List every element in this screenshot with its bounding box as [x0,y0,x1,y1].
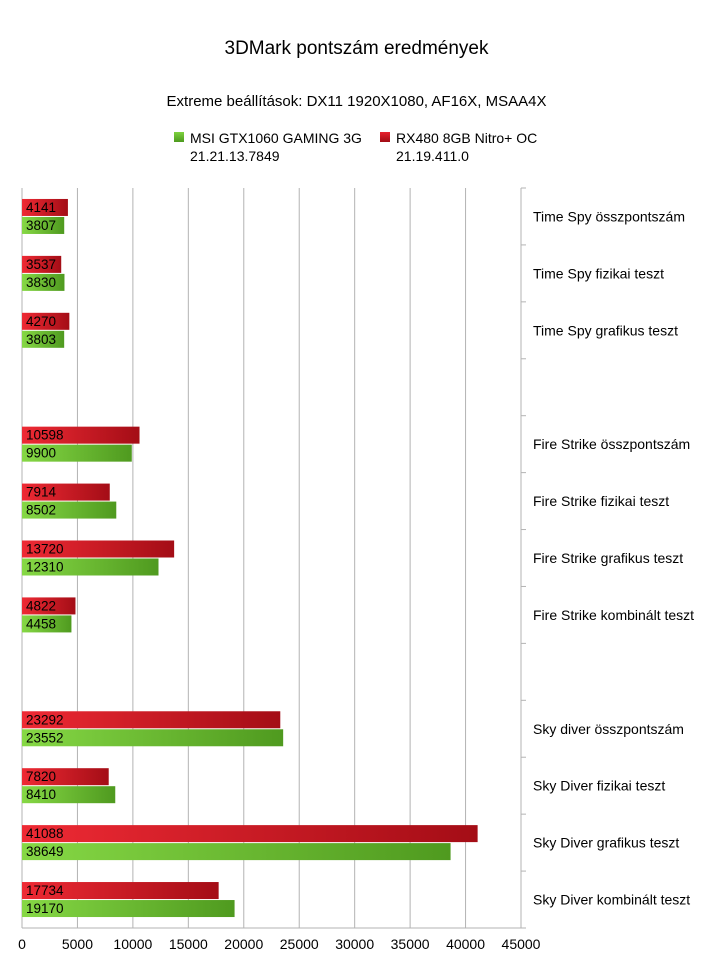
category-label: Time Spy fizikai teszt [533,265,664,281]
data-label: 41088 [26,826,64,841]
data-label: 23292 [26,712,64,727]
bar-gtx1060 [22,786,116,804]
bar-rx480 [22,882,219,900]
legend-swatch-gtx1060 [174,132,184,142]
data-label: 4141 [26,200,56,215]
x-tick-label: 45000 [502,936,541,952]
category-label: Sky Diver kombinált teszt [533,892,690,908]
x-tick-label: 35000 [391,936,430,952]
bar-gtx1060 [22,216,65,234]
data-label: 23552 [26,730,64,745]
legend-driver-rx480: 21.19.411.0 [396,148,469,164]
category-label: Fire Strike összpontszám [533,436,690,452]
category-label: Sky diver összpontszám [533,721,684,737]
bar-rx480 [22,483,110,501]
category-label: Time Spy összpontszám [533,208,685,224]
category-label: Fire Strike kombinált teszt [533,607,694,623]
bar-rx480 [22,597,76,615]
bar-gtx1060 [22,615,72,633]
data-label: 3830 [26,275,56,290]
category-label: Fire Strike fizikai teszt [533,493,669,509]
x-tick-label: 0 [18,936,26,952]
bar-gtx1060 [22,501,117,519]
data-label: 13720 [26,542,64,557]
x-tick-label: 20000 [224,936,263,952]
bar-rx480 [22,312,70,330]
data-label: 3537 [26,257,56,272]
data-label: 4458 [26,616,56,631]
bar-gtx1060 [22,729,284,747]
x-tick-label: 40000 [446,936,485,952]
bar-gtx1060 [22,558,159,576]
bar-rx480 [22,540,175,558]
legend-swatch-rx480 [380,132,390,142]
data-label: 7820 [26,769,56,784]
category-label: Fire Strike grafikus teszt [533,550,683,566]
data-label: 17734 [26,883,64,898]
legend-label-rx480: RX480 8GB Nitro+ OC [396,130,538,146]
category-label: Sky Diver grafikus teszt [533,835,679,851]
data-label: 9900 [26,446,56,461]
bar-rx480 [22,768,109,786]
data-label: 10598 [26,428,64,443]
data-label: 8410 [26,787,56,802]
bar-rx480 [22,255,62,273]
x-tick-label: 15000 [169,936,208,952]
bar-gtx1060 [22,900,235,918]
category-label: Sky Diver fizikai teszt [533,778,665,794]
chart-title: 3DMark pontszám eredmények [224,38,489,59]
bar-gtx1060 [22,444,132,462]
data-label: 7914 [26,485,57,500]
data-label: 4822 [26,598,56,613]
bar-rx480 [22,198,68,216]
legend-driver-gtx1060: 21.21.13.7849 [190,148,280,164]
data-label: 3803 [26,332,56,347]
bar-rx480 [22,426,140,444]
data-label: 8502 [26,503,56,518]
bar-gtx1060 [22,843,451,861]
bar-gtx1060 [22,330,65,348]
data-label: 19170 [26,901,64,916]
legend-label-gtx1060: MSI GTX1060 GAMING 3G [190,130,362,146]
bar-gtx1060 [22,273,65,291]
category-label: Time Spy grafikus teszt [533,322,678,338]
data-label: 12310 [26,560,64,575]
data-label: 3807 [26,218,56,233]
x-tick-label: 30000 [335,936,374,952]
x-tick-label: 5000 [62,936,93,952]
bar-rx480 [22,711,281,729]
x-tick-label: 10000 [113,936,152,952]
data-label: 4270 [26,314,56,329]
chart-subtitle: Extreme beállítások: DX11 1920X1080, AF1… [166,93,547,110]
bar-rx480 [22,825,478,843]
data-label: 38649 [26,844,64,859]
x-tick-label: 25000 [280,936,319,952]
